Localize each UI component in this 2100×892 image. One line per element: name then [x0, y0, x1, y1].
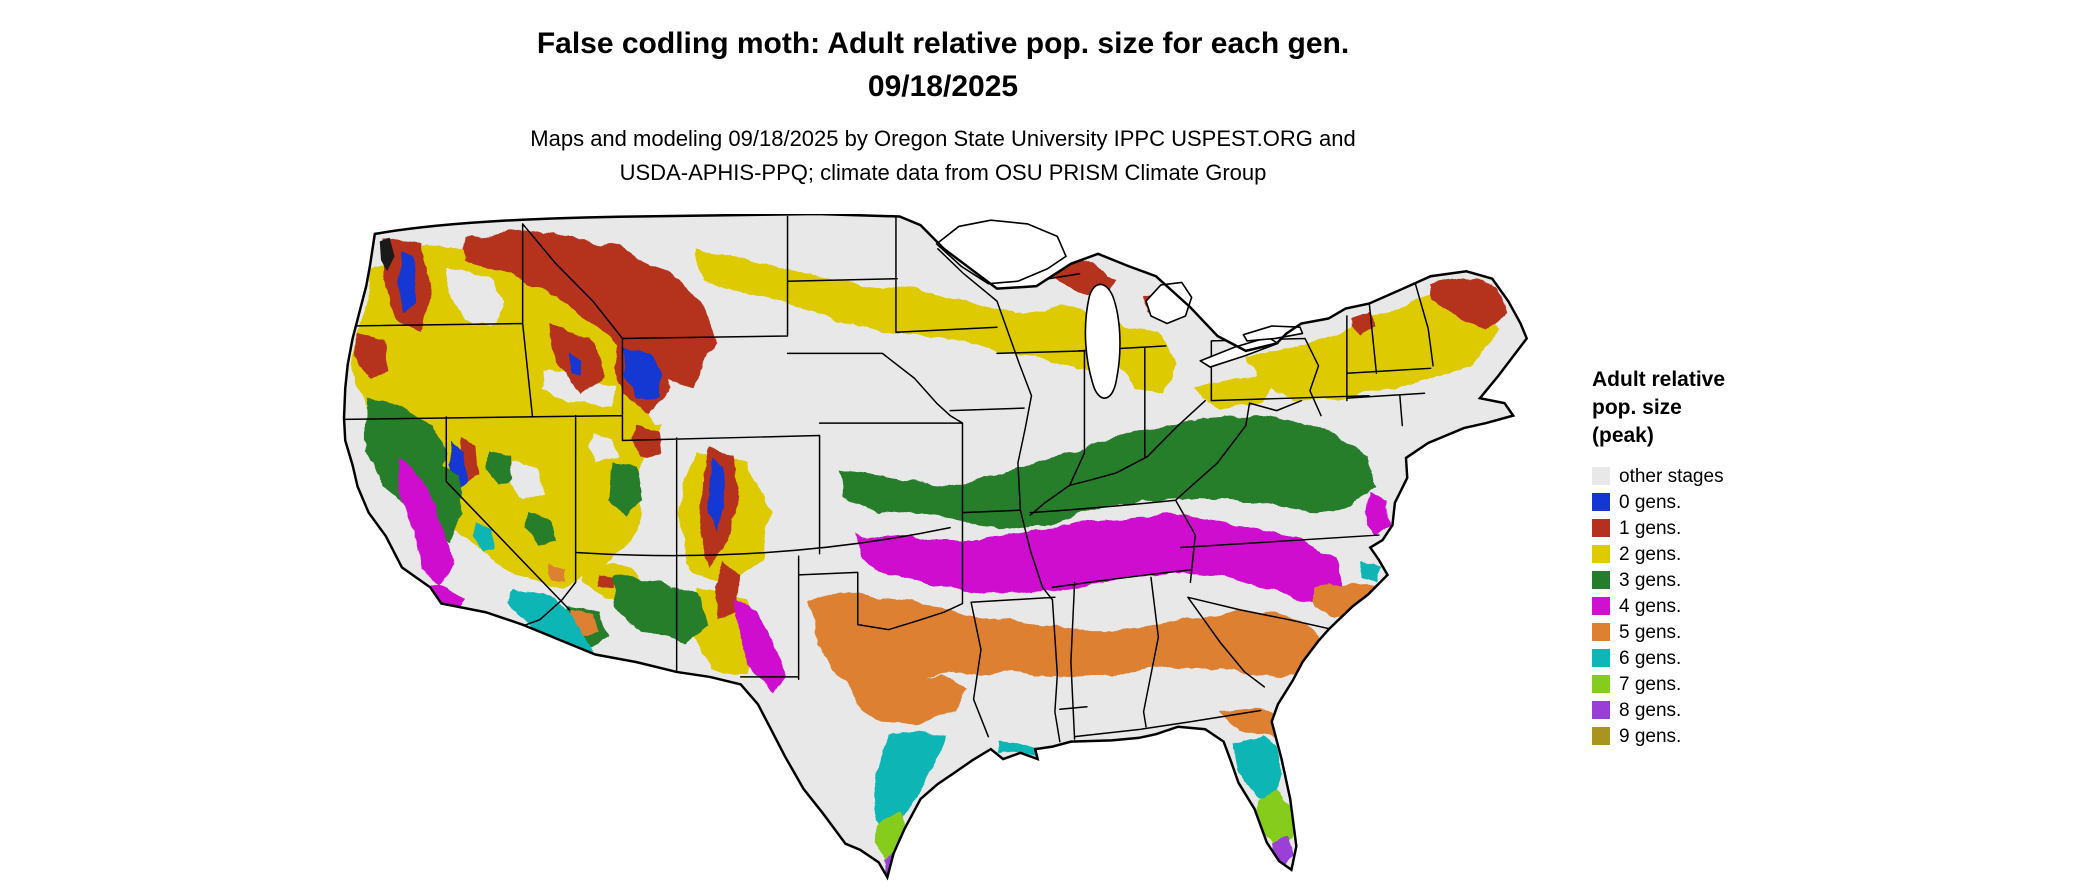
legend-item: other stages [1592, 463, 1832, 489]
legend-item: 4 gens. [1592, 593, 1832, 619]
legend-item-label: 5 gens. [1619, 621, 1682, 643]
legend-title-line2: pop. size [1592, 396, 1682, 419]
legend-item: 5 gens. [1592, 619, 1832, 645]
legend-item: 2 gens. [1592, 541, 1832, 567]
map-region-6-gens [473, 518, 1381, 843]
state-borders [344, 215, 1434, 743]
legend-swatch [1592, 467, 1610, 485]
map-subtitle-line2: USDA-APHIS-PPQ; climate data from OSU PR… [619, 160, 1267, 185]
legend-item-label: 7 gens. [1619, 673, 1682, 695]
map-region-8-gens [882, 836, 1294, 878]
map-title-line1: False codling moth: Adult relative pop. … [536, 27, 1350, 60]
legend-swatch [1592, 649, 1610, 667]
legend-item-label: 3 gens. [1619, 569, 1682, 591]
legend-items: other stages 0 gens. 1 gens. 2 gens. [1592, 463, 1832, 749]
map-subtitle: Maps and modeling 09/18/2025 by Oregon S… [530, 122, 1355, 190]
legend-item: 7 gens. [1592, 671, 1832, 697]
legend-item: 3 gens. [1592, 567, 1832, 593]
legend-item-label: 0 gens. [1619, 491, 1682, 513]
map-subtitle-line1: Maps and modeling 09/18/2025 by Oregon S… [530, 126, 1356, 151]
legend-item: 8 gens. [1592, 697, 1832, 723]
legend-item: 1 gens. [1592, 515, 1832, 541]
us-map-svg [342, 214, 1528, 879]
legend-swatch [1592, 545, 1610, 563]
map-legend: Adult relative pop. size (peak) other st… [1592, 366, 1832, 749]
legend-swatch [1592, 519, 1610, 537]
legend-item-label: 1 gens. [1619, 517, 1682, 539]
legend-swatch [1592, 571, 1610, 589]
legend-item-label: 4 gens. [1619, 595, 1682, 617]
map-region-9-gens [889, 863, 1289, 878]
legend-item-label: 8 gens. [1619, 699, 1682, 721]
legend-item-label: 6 gens. [1619, 647, 1682, 669]
map-title-date: 09/18/2025 [867, 70, 1019, 103]
legend-item: 9 gens. [1592, 723, 1832, 749]
map-region-3-gens [364, 400, 1376, 650]
legend-swatch [1592, 623, 1610, 641]
lake-michigan [1084, 283, 1121, 399]
legend-title-line3: (peak) [1592, 424, 1654, 447]
legend-swatch [1592, 727, 1610, 745]
map-title: False codling moth: Adult relative pop. … [537, 22, 1349, 108]
legend-title-line1: Adult relative [1592, 368, 1726, 391]
legend-item-label: 2 gens. [1619, 543, 1682, 565]
us-map [328, 214, 1560, 886]
legend-item-label: 9 gens. [1619, 725, 1682, 747]
legend-swatch [1592, 597, 1610, 615]
puget-sound [379, 237, 395, 272]
legend-item-label: other stages [1619, 465, 1724, 487]
legend-swatch [1592, 675, 1610, 693]
legend-item: 0 gens. [1592, 489, 1832, 515]
legend-item: 6 gens. [1592, 645, 1832, 671]
legend-swatch [1592, 493, 1610, 511]
lake-ontario [1242, 325, 1304, 342]
map-region-0-gens [396, 251, 728, 532]
legend-swatch [1592, 701, 1610, 719]
legend-title: Adult relative pop. size (peak) [1592, 366, 1832, 450]
